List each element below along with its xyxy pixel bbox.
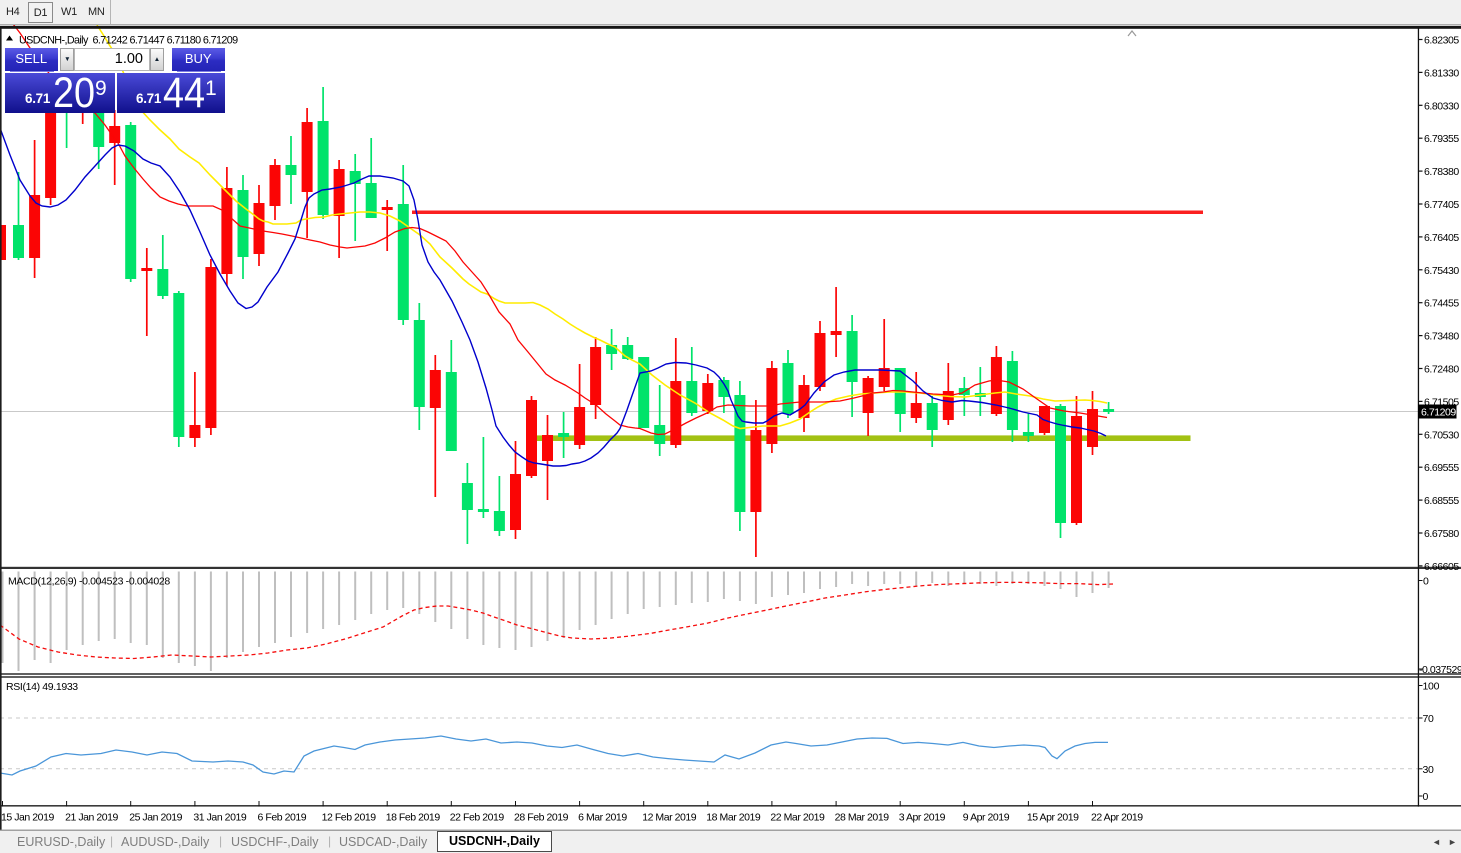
svg-text:31 Jan 2019: 31 Jan 2019	[193, 812, 246, 824]
svg-text:6.68555: 6.68555	[1424, 495, 1459, 507]
svg-text:6.77405: 6.77405	[1424, 199, 1459, 211]
svg-text:6.75430: 6.75430	[1424, 265, 1459, 277]
svg-text:6.76405: 6.76405	[1424, 232, 1459, 244]
svg-text:0: 0	[1423, 791, 1429, 803]
svg-text:6.71209: 6.71209	[1421, 407, 1456, 419]
svg-text:-0.037529: -0.037529	[1419, 664, 1461, 676]
svg-text:0: 0	[1423, 576, 1429, 588]
svg-text:6.78380: 6.78380	[1424, 166, 1459, 178]
svg-text:6.79355: 6.79355	[1424, 133, 1459, 145]
svg-text:6.74455: 6.74455	[1424, 298, 1459, 310]
svg-text:6.72480: 6.72480	[1424, 364, 1459, 376]
svg-text:6.82305: 6.82305	[1424, 35, 1459, 47]
svg-text:28 Feb 2019: 28 Feb 2019	[514, 812, 569, 824]
svg-text:21 Jan 2019: 21 Jan 2019	[65, 812, 118, 824]
svg-text:6 Feb 2019: 6 Feb 2019	[258, 812, 307, 824]
svg-text:6.66605: 6.66605	[1424, 561, 1459, 573]
svg-text:15 Apr 2019: 15 Apr 2019	[1027, 812, 1079, 824]
svg-text:6.81330: 6.81330	[1424, 67, 1459, 79]
svg-text:70: 70	[1423, 713, 1435, 725]
svg-text:25 Jan 2019: 25 Jan 2019	[129, 812, 182, 824]
svg-text:22 Feb 2019: 22 Feb 2019	[450, 812, 505, 824]
svg-text:12 Feb 2019: 12 Feb 2019	[322, 812, 377, 824]
svg-text:6.80330: 6.80330	[1424, 100, 1459, 112]
svg-text:28 Mar 2019: 28 Mar 2019	[835, 812, 890, 824]
svg-text:MACD(12,26,9) -0.004523 -0.004: MACD(12,26,9) -0.004523 -0.004028	[8, 576, 170, 588]
svg-text:6.69555: 6.69555	[1424, 462, 1459, 474]
svg-text:30: 30	[1423, 764, 1435, 776]
svg-text:3 Apr 2019: 3 Apr 2019	[899, 812, 946, 824]
svg-text:9 Apr 2019: 9 Apr 2019	[963, 812, 1010, 824]
svg-text:18 Feb 2019: 18 Feb 2019	[386, 812, 441, 824]
svg-text:22 Apr 2019: 22 Apr 2019	[1091, 812, 1143, 824]
svg-text:18 Mar 2019: 18 Mar 2019	[706, 812, 761, 824]
svg-text:USDCNH-,Daily 6.71242 6.71447: USDCNH-,Daily 6.71242 6.71447 6.71180 6.…	[19, 35, 238, 47]
svg-text:RSI(14) 49.1933: RSI(14) 49.1933	[6, 681, 78, 693]
svg-text:6 Mar 2019: 6 Mar 2019	[578, 812, 627, 824]
svg-text:15 Jan 2019: 15 Jan 2019	[1, 812, 54, 824]
svg-text:22 Mar 2019: 22 Mar 2019	[770, 812, 825, 824]
svg-text:6.70530: 6.70530	[1424, 429, 1459, 441]
svg-text:6.73480: 6.73480	[1424, 331, 1459, 343]
svg-text:6.67580: 6.67580	[1424, 528, 1459, 540]
svg-text:12 Mar 2019: 12 Mar 2019	[642, 812, 697, 824]
svg-text:100: 100	[1423, 681, 1440, 693]
